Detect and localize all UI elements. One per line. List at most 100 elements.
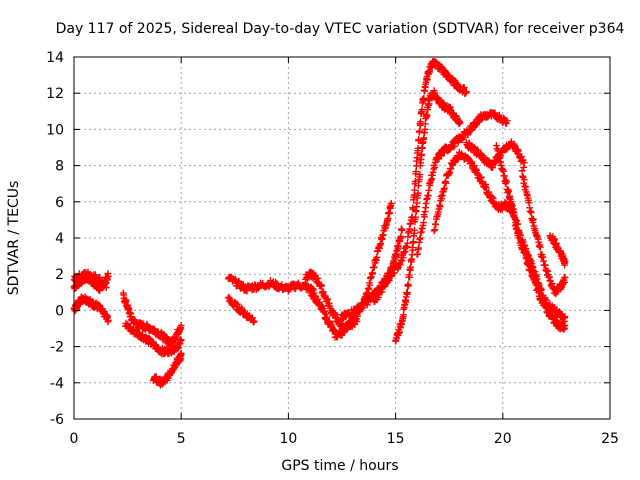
data-point bbox=[451, 142, 458, 150]
data-point bbox=[529, 215, 537, 223]
series-track-d bbox=[119, 289, 185, 348]
data-point bbox=[373, 254, 381, 261]
data-point bbox=[561, 322, 569, 329]
series-track-l bbox=[392, 87, 464, 345]
data-point bbox=[503, 178, 510, 186]
series-track-b bbox=[70, 293, 112, 326]
data-point bbox=[509, 202, 516, 209]
data-point bbox=[411, 178, 419, 185]
x-tick-label: 25 bbox=[601, 431, 619, 447]
data-point bbox=[543, 296, 551, 304]
data-point bbox=[519, 238, 527, 246]
x-tick-label: 5 bbox=[177, 431, 186, 447]
series-track-h bbox=[224, 293, 258, 326]
data-point bbox=[514, 220, 522, 228]
data-point bbox=[390, 269, 398, 277]
data-point bbox=[307, 286, 315, 293]
data-point bbox=[408, 213, 416, 221]
data-point bbox=[403, 289, 411, 297]
data-point bbox=[416, 171, 424, 179]
data-point bbox=[354, 312, 361, 320]
data-point bbox=[405, 282, 412, 290]
data-point bbox=[418, 106, 426, 113]
data-point bbox=[456, 119, 464, 127]
series-track-n bbox=[413, 109, 511, 258]
data-point bbox=[177, 336, 185, 344]
data-point bbox=[436, 203, 444, 211]
data-point bbox=[561, 258, 569, 266]
series-track-p bbox=[462, 138, 528, 171]
y-tick-label: -6 bbox=[50, 412, 64, 428]
x-tick-label: 15 bbox=[387, 431, 405, 447]
data-point bbox=[411, 186, 418, 194]
y-tick-label: -2 bbox=[50, 340, 64, 356]
series-track-g bbox=[224, 273, 318, 297]
data-point bbox=[442, 179, 450, 187]
data-point bbox=[104, 272, 112, 280]
data-point bbox=[414, 144, 422, 152]
data-point bbox=[400, 311, 407, 319]
data-point bbox=[396, 328, 403, 336]
series-track-j bbox=[306, 199, 395, 341]
y-tick-label: 6 bbox=[55, 195, 64, 211]
data-point bbox=[561, 313, 569, 321]
data-point bbox=[375, 294, 382, 301]
series-track-s bbox=[518, 167, 569, 298]
data-point bbox=[366, 281, 374, 289]
y-tick-label: 2 bbox=[55, 267, 64, 283]
data-point bbox=[506, 192, 514, 200]
data-point bbox=[418, 151, 426, 158]
data-point bbox=[424, 76, 431, 83]
series-track-m bbox=[370, 57, 470, 306]
data-point bbox=[409, 205, 417, 213]
data-point bbox=[495, 111, 503, 119]
data-point bbox=[177, 349, 185, 357]
data-point bbox=[410, 238, 417, 246]
data-point bbox=[395, 242, 402, 250]
data-point bbox=[527, 209, 535, 217]
data-point bbox=[403, 239, 411, 247]
series-track-e bbox=[122, 319, 185, 358]
data-point bbox=[537, 285, 545, 293]
data-point bbox=[553, 239, 560, 247]
data-point bbox=[411, 226, 418, 234]
data-point bbox=[415, 135, 423, 143]
x-tick-label: 20 bbox=[494, 431, 512, 447]
data-point bbox=[414, 189, 422, 197]
y-tick-label: 12 bbox=[46, 86, 64, 102]
y-tick-label: 10 bbox=[46, 122, 64, 138]
data-point bbox=[177, 322, 185, 329]
data-point bbox=[407, 263, 415, 271]
y-tick-label: 14 bbox=[46, 50, 64, 66]
data-point bbox=[377, 240, 384, 248]
data-point bbox=[406, 273, 413, 281]
data-point bbox=[397, 233, 405, 240]
x-axis-label: GPS time / hours bbox=[281, 458, 398, 474]
x-tick-label: 10 bbox=[279, 431, 297, 447]
data-point bbox=[96, 274, 104, 281]
data-point bbox=[250, 317, 258, 325]
data-point bbox=[425, 187, 433, 194]
data-point bbox=[385, 277, 393, 284]
y-tick-label: 8 bbox=[55, 159, 64, 175]
data-point bbox=[370, 264, 378, 271]
series-track-f bbox=[149, 349, 185, 389]
data-point bbox=[386, 209, 393, 217]
data-point bbox=[424, 106, 432, 114]
series-track-r bbox=[505, 192, 569, 325]
data-point bbox=[503, 117, 511, 125]
data-point bbox=[409, 246, 417, 254]
x-tick-label: 0 bbox=[70, 431, 79, 447]
y-tick-label: -4 bbox=[50, 376, 64, 392]
y-tick-label: 4 bbox=[55, 231, 64, 247]
data-point bbox=[517, 231, 524, 239]
data-point bbox=[561, 274, 569, 281]
data-point bbox=[365, 285, 373, 293]
data-point bbox=[378, 288, 386, 296]
data-point bbox=[104, 316, 112, 324]
series-track-c bbox=[70, 268, 110, 292]
data-point bbox=[324, 295, 331, 303]
data-point bbox=[462, 88, 470, 95]
data-point bbox=[318, 282, 326, 290]
data-point bbox=[398, 226, 406, 234]
